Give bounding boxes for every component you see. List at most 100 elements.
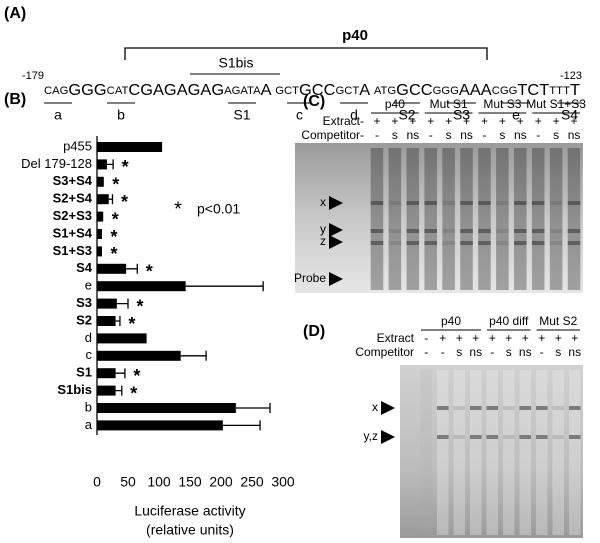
gel-band	[549, 241, 563, 245]
bar	[97, 385, 116, 396]
gel-band	[388, 241, 402, 245]
gel-band	[442, 229, 455, 233]
site-label: b	[117, 107, 125, 123]
band-label: x	[372, 400, 378, 414]
gel-band	[388, 229, 402, 233]
error-bar	[222, 420, 261, 431]
x-axis-label: (relative units)	[146, 522, 234, 538]
row-label: Extract-	[323, 114, 364, 128]
sequence-part: CAT	[107, 85, 129, 97]
bar	[97, 211, 104, 222]
sequence-part: A	[261, 82, 276, 99]
panel-label: (B)	[4, 91, 26, 108]
gel-band	[442, 241, 455, 245]
gel-lane	[442, 148, 455, 290]
gel-band	[424, 201, 437, 205]
gel-band	[424, 229, 437, 233]
error-bar	[106, 159, 114, 170]
bar	[97, 316, 116, 326]
gel-lane	[420, 370, 433, 535]
band-arrow	[329, 235, 343, 249]
bar	[97, 229, 102, 239]
s1bis-label: S1bis	[218, 55, 253, 71]
significance-marker: *	[110, 244, 117, 264]
band-arrow	[381, 430, 395, 444]
sequence-part: AAA	[459, 82, 492, 99]
significance-marker: *	[122, 157, 129, 177]
category-label: S3	[76, 295, 92, 310]
sequence-part: AGATA	[224, 85, 261, 97]
extract-sign: +	[499, 114, 506, 128]
legend-marker: *	[174, 198, 182, 220]
extract-sign: +	[456, 331, 463, 345]
extract-sign: +	[472, 331, 479, 345]
gel-band	[567, 201, 581, 205]
bar	[97, 142, 163, 152]
gel-band	[388, 201, 402, 205]
sequence-part: ATG	[374, 85, 396, 97]
site-label: c	[296, 107, 303, 123]
band-arrow	[329, 223, 343, 237]
gel-band	[478, 241, 491, 245]
x-tick-label: 0	[93, 474, 101, 490]
sequence-part: CGAGAGAG	[128, 82, 224, 99]
error-bar	[115, 368, 126, 379]
gel-lane	[502, 370, 515, 535]
extract-sign: +	[522, 331, 529, 345]
x-tick-label: 300	[271, 474, 295, 490]
gel-band	[519, 435, 532, 439]
x-tick-label: 200	[209, 474, 233, 490]
bar	[97, 176, 104, 187]
gel-band	[486, 435, 499, 439]
x-tick-label: 50	[120, 474, 136, 490]
bar	[97, 246, 102, 257]
gel-band	[531, 201, 545, 205]
gel-lane	[567, 148, 581, 290]
gel-band	[424, 241, 437, 245]
category-label: S2+S3	[53, 208, 92, 223]
error-bar	[185, 281, 264, 292]
band-label: z	[320, 234, 326, 248]
gel-band	[469, 435, 482, 439]
site-label: e	[512, 107, 520, 123]
x-tick-label: 150	[178, 474, 202, 490]
significance-marker: *	[130, 383, 137, 403]
gel-band	[460, 241, 473, 245]
error-bar	[180, 350, 207, 361]
significance-marker: *	[146, 262, 153, 282]
gel-lane	[453, 370, 466, 535]
gel-lane	[406, 148, 420, 290]
competitor-sign: ns	[469, 345, 482, 359]
competitor-sign: s	[553, 128, 559, 142]
gel-band	[406, 241, 420, 245]
category-label: S3+S4	[53, 173, 93, 188]
gel-band	[552, 435, 565, 439]
error-bar	[116, 298, 129, 309]
extract-sign: +	[553, 114, 560, 128]
x-tick-label: 100	[147, 474, 171, 490]
significance-marker: *	[112, 175, 119, 195]
gel-band	[453, 406, 466, 410]
band-arrow	[329, 196, 343, 210]
competitor-sign: ns	[514, 128, 527, 142]
competitor-sign: ns	[568, 345, 581, 359]
competitor-sign: -	[441, 345, 445, 359]
competitor-sign: ns	[406, 128, 419, 142]
bar	[97, 194, 109, 205]
gel-band	[514, 241, 527, 245]
band-label: y	[320, 222, 326, 236]
bracket	[124, 47, 488, 60]
error-bar	[108, 194, 114, 205]
band-label: x	[320, 195, 326, 209]
gel-band	[502, 435, 515, 439]
category-label: p455	[63, 138, 92, 153]
category-label: Del 179-128	[21, 156, 92, 171]
gel-band	[370, 201, 384, 205]
end-pos: -123	[560, 70, 582, 82]
significance-marker: *	[110, 227, 117, 247]
bar	[97, 350, 181, 361]
gel-band	[436, 435, 449, 439]
gel-band	[370, 241, 384, 245]
gel-image	[295, 143, 583, 293]
site-label: S3	[453, 107, 470, 123]
